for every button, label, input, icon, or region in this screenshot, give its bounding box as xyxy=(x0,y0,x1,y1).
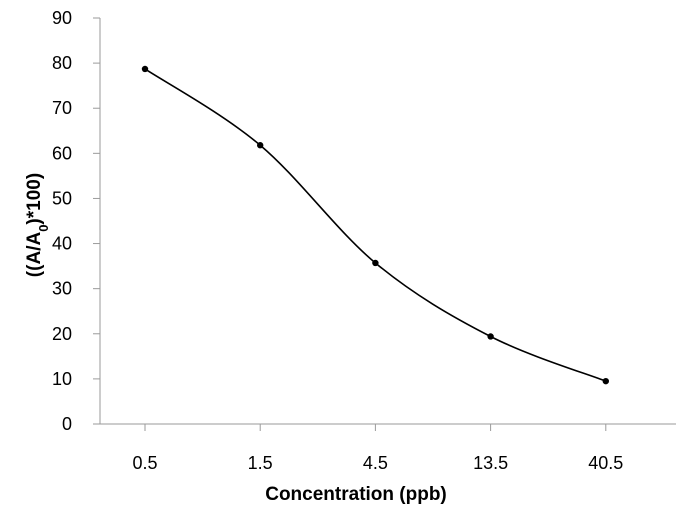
y-tick-label: 50 xyxy=(52,188,72,208)
y-axis-title: ((A/A0)*100) xyxy=(24,173,51,277)
series xyxy=(141,65,609,385)
y-tick-label: 80 xyxy=(52,53,72,73)
y-axis-title-subscript: 0 xyxy=(36,225,51,232)
x-tick-label: 13.5 xyxy=(473,453,508,473)
x-tick-label: 1.5 xyxy=(248,453,273,473)
y-axis-title-suffix: )*100) xyxy=(24,173,45,225)
data-point xyxy=(602,377,609,385)
data-point xyxy=(257,142,264,149)
series-line xyxy=(144,68,607,382)
y-axis-title-prefix: ((A/A xyxy=(24,232,45,278)
x-tick-label: 40.5 xyxy=(588,453,623,473)
y-tick-label: 60 xyxy=(52,143,72,163)
y-tick-label: 90 xyxy=(52,8,72,28)
y-tick-label: 10 xyxy=(52,369,72,389)
x-axis-title: Concentration (ppb) xyxy=(265,484,447,505)
x-tick-labels: 0.5 1.5 4.5 13.5 40.5 xyxy=(132,453,623,473)
axes xyxy=(93,17,676,431)
data-point xyxy=(372,259,379,267)
x-tick-label: 4.5 xyxy=(363,453,388,473)
y-tick-label: 20 xyxy=(52,324,72,344)
data-point xyxy=(141,65,149,73)
data-point xyxy=(487,333,494,340)
y-tick-label: 70 xyxy=(52,98,72,118)
y-tick-labels: 0 10 20 30 40 50 60 70 80 90 xyxy=(52,8,72,434)
x-tick-label: 0.5 xyxy=(132,453,157,473)
y-tick-label: 30 xyxy=(52,279,72,299)
y-tick-label: 0 xyxy=(62,414,72,434)
y-tick-label: 40 xyxy=(52,234,72,254)
